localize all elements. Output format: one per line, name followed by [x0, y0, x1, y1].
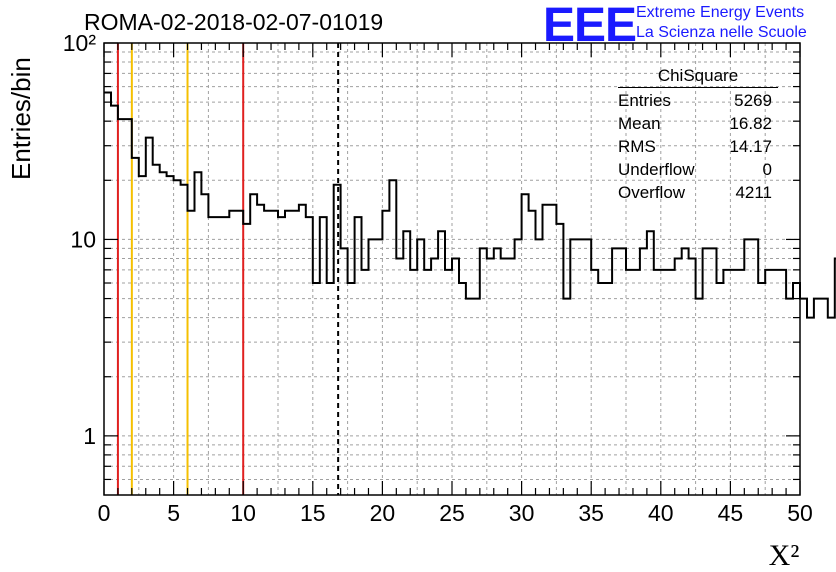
chart-title: ROMA-02-2018-02-07-01019 [84, 9, 384, 35]
stats-label: RMS [618, 137, 656, 156]
stats-label: Overflow [618, 183, 686, 202]
stats-row-overflow: Overflow 4211 [610, 183, 778, 206]
stats-value: 16.82 [729, 114, 772, 133]
stats-box: ChiSquare Entries 5269 Mean 16.82 RMS 14… [610, 66, 778, 206]
x-tick-label: 5 [167, 500, 180, 526]
x-tick-label: 45 [718, 500, 744, 526]
x-tick-label: 50 [787, 500, 813, 526]
stats-title: ChiSquare [618, 66, 778, 88]
stats-label: Underflow [618, 160, 695, 179]
stats-label: Entries [618, 91, 671, 110]
x-tick-label: 40 [648, 500, 674, 526]
eee-logo: EEE [543, 0, 637, 52]
y-tick-labels: 1 10 10² [63, 30, 97, 449]
x-tick-label: 30 [509, 500, 535, 526]
logo-tagline-line1: Extreme Energy Events [636, 4, 805, 21]
marker-lines-layer [116, 43, 340, 495]
y-tick-label: 1 [83, 423, 96, 449]
x-tick-label: 10 [230, 500, 256, 526]
stats-value: 5269 [734, 91, 772, 110]
logo-tagline-line2: La Scienza nelle Scuole [636, 24, 807, 41]
stats-row-entries: Entries 5269 [610, 91, 778, 114]
x-axis-label: X² [769, 539, 800, 572]
stats-value: 14.17 [729, 137, 772, 156]
stats-row-rms: RMS 14.17 [610, 137, 778, 160]
ticks-layer [103, 42, 801, 495]
stats-value: 0 [762, 160, 772, 179]
x-tick-labels: 0 5 10 15 20 25 30 35 40 45 50 [98, 500, 813, 526]
x-tick-label: 35 [578, 500, 604, 526]
stats-row-mean: Mean 16.82 [610, 114, 778, 137]
x-tick-label: 20 [370, 500, 396, 526]
x-tick-label: 15 [300, 500, 326, 526]
y-tick-label: 10² [63, 30, 97, 56]
grid-layer [104, 43, 800, 495]
y-axis-label: Entries/bin [6, 57, 36, 180]
stats-label: Mean [618, 114, 661, 133]
stats-row-underflow: Underflow 0 [610, 160, 778, 183]
x-tick-label: 25 [439, 500, 465, 526]
histogram-line [104, 91, 836, 319]
stats-value: 4211 [735, 183, 772, 202]
y-tick-label: 10 [70, 226, 96, 252]
x-tick-label: 0 [98, 500, 111, 526]
